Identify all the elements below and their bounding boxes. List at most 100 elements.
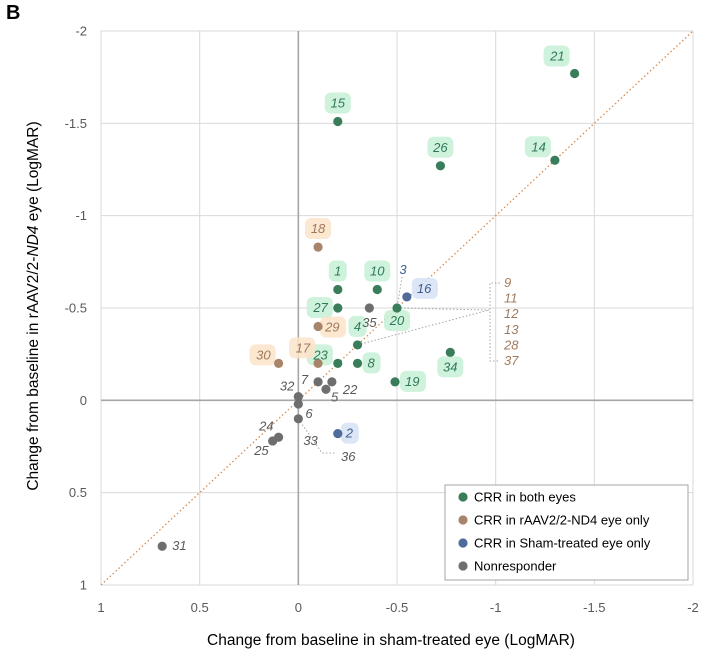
- grouped-point-label: 28: [503, 337, 519, 352]
- y-tick-label: -2: [75, 24, 87, 39]
- y-axis-title-part: eye (LogMAR): [25, 121, 42, 225]
- point-label: 3: [399, 262, 407, 277]
- x-tick-label: -1.5: [583, 600, 605, 615]
- point-label: 2: [345, 426, 354, 441]
- point-label: 6: [305, 406, 313, 421]
- data-point: [293, 414, 303, 424]
- point-label: 24: [258, 418, 273, 433]
- legend-box: [444, 484, 689, 581]
- data-point: [445, 347, 455, 357]
- point-label: 10: [370, 264, 385, 279]
- data-point: [157, 541, 167, 551]
- data-point: [321, 384, 331, 394]
- grouped-point-label: 9: [504, 275, 511, 290]
- label-halo: [328, 260, 347, 282]
- point-label: 7: [301, 372, 309, 387]
- point-label: 32: [280, 379, 295, 394]
- data-point: [352, 358, 363, 368]
- data-point: [333, 358, 343, 368]
- point-label: 17: [296, 340, 311, 355]
- data-point: [372, 284, 382, 295]
- y-tick-label: -1: [75, 208, 87, 223]
- label-halo: [364, 260, 391, 282]
- point-labels: 21 15 14 26 1 10 27 20 4 34 23 8 19 18 29 30 17 16 2 35 7 225…: [172, 48, 564, 553]
- data-point: [268, 436, 278, 446]
- point-label: 1: [334, 264, 341, 279]
- point-label: 21: [549, 48, 564, 63]
- x-axis-title: Change from baseline in sham-treated eye…: [207, 632, 575, 649]
- point-label: 30: [256, 347, 271, 362]
- data-point: [327, 377, 337, 387]
- label-halo: [411, 277, 438, 299]
- data-point: [313, 321, 323, 332]
- data-point: [333, 116, 343, 127]
- x-tick-label: -0.5: [386, 600, 408, 615]
- legend-label: CRR in both eyes: [474, 490, 576, 505]
- point-label: 8: [368, 355, 376, 370]
- legend-marker: [458, 538, 468, 548]
- legend: CRR in both eyes CRR in rAAV2/2-ND4 eye o…: [444, 484, 689, 581]
- point-label: 25: [253, 443, 269, 458]
- y-tick-label: 1: [80, 578, 87, 593]
- data-point: [313, 242, 323, 252]
- grouped-point-label: 11: [504, 291, 518, 306]
- label-halo: [320, 316, 347, 338]
- point-label: 31: [172, 538, 186, 553]
- point-label: 26: [432, 140, 448, 155]
- y-axis-title-part: Change from baseline in rAAV2/2-: [25, 257, 42, 491]
- legend-marker: [458, 515, 468, 525]
- legend-label: CRR in rAAV2/2-ND4 eye only: [474, 513, 650, 528]
- x-tick-label: 1: [97, 600, 104, 615]
- data-point: [313, 358, 323, 368]
- panel-label: B: [6, 2, 21, 24]
- data-point: [293, 392, 303, 402]
- label-bracket: [489, 282, 500, 362]
- data-points: [157, 68, 580, 551]
- data-point: [392, 303, 402, 313]
- point-label: 19: [405, 374, 419, 389]
- point-label: 36: [341, 449, 356, 464]
- y-tick-label: 0.5: [69, 485, 87, 500]
- point-label: 4: [354, 319, 361, 334]
- label-halo: [400, 370, 427, 392]
- label-halo: [340, 422, 359, 444]
- legend-label: Nonresponder: [474, 559, 557, 574]
- data-point: [333, 284, 343, 295]
- leader-lines: [297, 276, 500, 454]
- point-label: 22: [342, 382, 358, 397]
- point-label: 5: [331, 389, 339, 404]
- data-point: [435, 161, 446, 171]
- data-point: [333, 303, 343, 313]
- leader-line: [396, 276, 403, 309]
- point-label: 18: [311, 221, 326, 236]
- leader-line: [396, 307, 490, 311]
- legend-label: CRR in Sham-treated eye only: [474, 536, 651, 551]
- leader-line: [357, 309, 490, 346]
- y-tick-label: 0: [80, 393, 87, 408]
- label-halo: [249, 344, 276, 366]
- x-tick-label: 0: [295, 600, 302, 615]
- legend-marker: [458, 561, 468, 571]
- point-label: 16: [417, 281, 432, 296]
- y-axis-title: Change from baseline in rAAV2/2-ND4 eye …: [25, 121, 42, 490]
- label-halo: [324, 92, 351, 114]
- data-point: [550, 155, 560, 165]
- point-label: 34: [443, 359, 457, 374]
- label-halo: [524, 136, 551, 158]
- data-point: [333, 428, 343, 439]
- point-label: 23: [312, 347, 328, 362]
- y-tick-label: -1.5: [65, 116, 87, 131]
- label-halo: [362, 352, 381, 374]
- y-tick-label: -0.5: [65, 301, 87, 316]
- point-label: 14: [531, 139, 545, 154]
- label-halo: [437, 356, 464, 378]
- data-point: [313, 377, 323, 387]
- point-label: 29: [324, 319, 339, 334]
- y-axis-title-part: ND4: [25, 225, 42, 256]
- label-halo: [543, 45, 570, 67]
- label-halo: [384, 310, 410, 331]
- legend-marker: [458, 492, 468, 502]
- data-point: [293, 399, 303, 409]
- grouped-point-label: 13: [504, 322, 519, 337]
